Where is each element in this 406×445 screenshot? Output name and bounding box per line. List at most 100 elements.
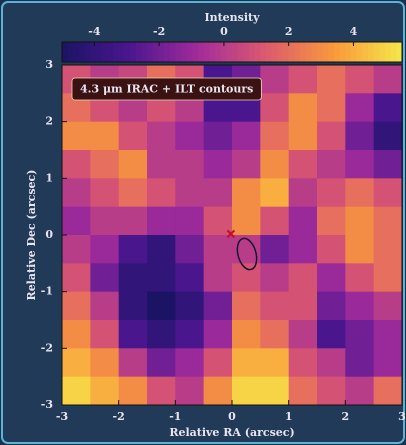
heatmap-cell (232, 376, 261, 406)
heatmap-cell (118, 150, 148, 179)
contour (236, 237, 258, 271)
heatmap-cell (288, 376, 318, 406)
heatmap-cell (373, 291, 403, 321)
heatmap-cell (90, 235, 120, 264)
colorbar-swatch (249, 42, 256, 62)
heatmap-cell (260, 93, 290, 123)
heatmap-cell (345, 65, 375, 94)
colorbar-swatch (243, 42, 250, 62)
heatmap-cell (118, 320, 148, 349)
heatmap-cell (288, 235, 318, 264)
heatmap-cell (232, 121, 261, 151)
colorbar-swatch (130, 42, 137, 62)
heatmap-cell (203, 320, 233, 349)
x-axis-label: Relative RA (arcsec) (169, 426, 294, 439)
colorbar-swatch (84, 42, 91, 62)
heatmap-cell (118, 263, 148, 293)
heatmap-cell (118, 376, 148, 406)
heatmap-cell (175, 178, 205, 208)
colorbar-tick-label: 0 (220, 25, 228, 38)
heatmap-cell (203, 291, 233, 321)
heatmap-cell (260, 150, 290, 179)
heatmap-cell (288, 150, 318, 179)
colorbar-swatch (345, 42, 352, 62)
heatmap-cell (345, 263, 375, 293)
heatmap-cell (373, 348, 403, 378)
colorbar-swatch (277, 42, 284, 62)
colorbar-swatch (118, 42, 125, 62)
colorbar-swatch (322, 42, 329, 62)
heatmap-cell (175, 291, 205, 321)
heatmap-cell (147, 235, 176, 264)
colorbar-swatch (79, 42, 86, 62)
heatmap-cell (317, 206, 346, 236)
colorbar-swatch (186, 42, 193, 62)
heatmap-cell (147, 348, 176, 378)
heatmap-cell (147, 320, 176, 349)
heatmap-cell (90, 263, 120, 293)
x-tick-label: 1 (285, 410, 293, 423)
y-tick-label: 2 (45, 115, 53, 128)
heatmap-cell (345, 93, 375, 123)
colorbar-swatch (135, 42, 142, 62)
heatmap-cell (232, 178, 261, 208)
heatmap-cell (203, 121, 233, 151)
heatmap-cell (147, 206, 176, 236)
heatmap-cell (118, 206, 148, 236)
heatmap-cell (317, 93, 346, 123)
colorbar-swatch (175, 42, 182, 62)
heatmap-cell (203, 178, 233, 208)
heatmap-cell (232, 348, 261, 378)
heatmap-cell (62, 263, 91, 293)
heatmap-cell (118, 121, 148, 151)
colorbar-swatch (101, 42, 108, 62)
colorbar-swatch (232, 42, 239, 62)
heatmap-cell (373, 235, 403, 264)
colorbar-swatch (209, 42, 216, 62)
colorbar-swatch (300, 42, 307, 62)
heatmap-cell (317, 121, 346, 151)
heatmap-cell (90, 376, 120, 406)
heatmap-cell (62, 291, 91, 321)
heatmap-cell (373, 376, 403, 406)
heatmap-cell (317, 320, 346, 349)
heatmap-cell (345, 150, 375, 179)
colorbar-tick-label: 2 (285, 25, 293, 38)
colorbar-swatch (339, 42, 346, 62)
heatmap-cell (118, 291, 148, 321)
colorbar-swatch (141, 42, 148, 62)
heatmap-cell (232, 150, 261, 179)
heatmap-cell (288, 348, 318, 378)
heatmap-cell (373, 121, 403, 151)
colorbar-swatch (237, 42, 244, 62)
heatmap-cell (62, 376, 91, 406)
heatmap-cell (317, 291, 346, 321)
marker (226, 229, 236, 239)
colorbar-swatch (356, 42, 363, 62)
heatmap-cell (345, 178, 375, 208)
heatmap-cell (373, 178, 403, 208)
heatmap-cell (260, 65, 290, 94)
colorbar-swatch (198, 42, 205, 62)
colorbar-swatch (311, 42, 318, 62)
colorbar-swatch (96, 42, 103, 62)
heatmap-cell (90, 178, 120, 208)
heatmap-cell (62, 150, 91, 179)
colorbar-swatch (203, 42, 210, 62)
heatmap-cell (345, 348, 375, 378)
heatmap-cell (373, 263, 403, 293)
heatmap-cell (118, 348, 148, 378)
colorbar-swatch (317, 42, 324, 62)
heatmap-cell (90, 206, 120, 236)
heatmap-cell (203, 376, 233, 406)
heatmap-cell (175, 206, 205, 236)
heatmap-cell (373, 320, 403, 349)
y-tick-label: 1 (45, 171, 53, 184)
colorbar-tick-label: 4 (350, 25, 358, 38)
colorbar-swatch (328, 42, 335, 62)
colorbar-swatch (124, 42, 131, 62)
heatmap-cell (317, 178, 346, 208)
heatmap-cell (345, 206, 375, 236)
colorbar-swatch (266, 42, 273, 62)
heatmap-cell (288, 263, 318, 293)
